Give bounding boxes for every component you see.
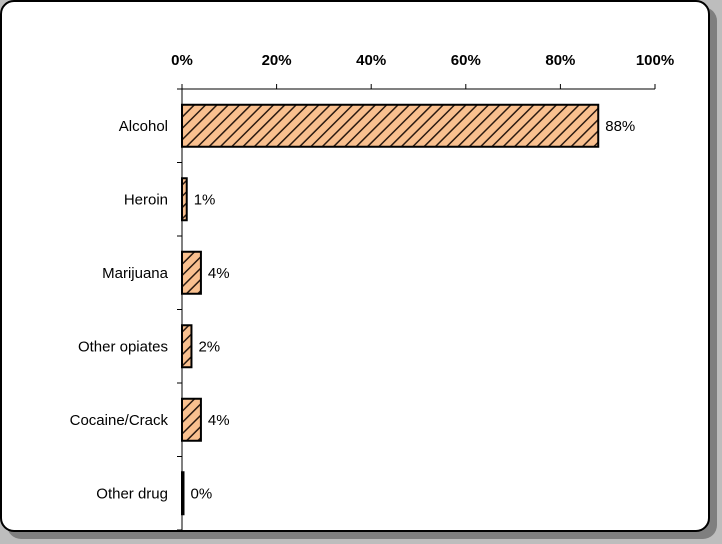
x-tick-label: 100% (636, 52, 674, 69)
data-label: 2% (198, 338, 220, 355)
category-label: Other opiates (78, 338, 168, 355)
bar (181, 397, 202, 442)
category-label: Other drug (96, 485, 168, 502)
axes (177, 84, 656, 530)
bar (181, 250, 202, 295)
category-label: Heroin (124, 191, 168, 208)
x-tick-label: 80% (545, 52, 575, 69)
category-label: Marijuana (102, 265, 169, 282)
x-tick-label: 0% (171, 52, 193, 69)
bar (181, 324, 193, 369)
data-label: 1% (194, 191, 216, 208)
x-tick-label: 20% (262, 52, 292, 69)
data-label: 88% (605, 118, 635, 135)
category-label: Alcohol (119, 118, 168, 135)
labels: 0% 20% 40% 60% 80% 100% Alcohol 88% Heroin 1% Mari… (70, 52, 675, 502)
bar (181, 471, 185, 516)
data-label: 4% (208, 412, 230, 429)
bars (181, 103, 600, 516)
x-tick-label: 40% (356, 52, 386, 69)
bar (181, 103, 600, 148)
horizontal-bar-chart: 0% 20% 40% 60% 80% 100% Alcohol 88% Heroin 1% Mari… (70, 52, 675, 530)
chart-frame: 0% 20% 40% 60% 80% 100% Alcohol 88% Heroin 1% Mari… (0, 0, 710, 532)
data-label: 4% (208, 265, 230, 282)
x-tick-label: 60% (451, 52, 481, 69)
bar (181, 177, 188, 222)
data-label: 0% (191, 485, 213, 502)
category-label: Cocaine/Crack (70, 412, 169, 429)
